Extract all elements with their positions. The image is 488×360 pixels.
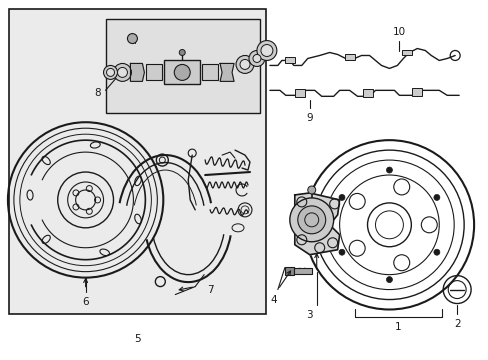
Text: 7: 7 <box>206 284 213 294</box>
Bar <box>202 64 218 80</box>
Circle shape <box>338 194 344 201</box>
Ellipse shape <box>236 55 253 73</box>
Polygon shape <box>294 193 339 255</box>
Ellipse shape <box>106 68 114 76</box>
Bar <box>9 9 265 315</box>
Polygon shape <box>220 63 234 81</box>
Circle shape <box>338 249 344 255</box>
Bar <box>411 88 422 96</box>
Bar <box>105 19 260 113</box>
Circle shape <box>386 276 392 283</box>
Ellipse shape <box>256 41 276 60</box>
Ellipse shape <box>113 63 131 81</box>
Circle shape <box>433 194 439 201</box>
Circle shape <box>297 206 325 234</box>
Bar <box>294 89 304 97</box>
Ellipse shape <box>240 59 249 69</box>
Circle shape <box>307 186 315 194</box>
Text: 4: 4 <box>270 294 277 305</box>
Circle shape <box>174 64 190 80</box>
Bar <box>164 60 200 84</box>
Text: 3: 3 <box>306 310 312 320</box>
Ellipse shape <box>103 66 117 80</box>
Bar <box>291 268 311 274</box>
Text: 9: 9 <box>306 113 312 123</box>
Circle shape <box>127 33 137 44</box>
Bar <box>285 58 294 63</box>
Circle shape <box>433 249 439 255</box>
Bar <box>285 267 293 275</box>
Text: 8: 8 <box>94 88 101 98</box>
Text: 2: 2 <box>453 319 460 329</box>
Bar <box>344 54 354 60</box>
Circle shape <box>179 50 185 55</box>
Ellipse shape <box>261 45 272 57</box>
Ellipse shape <box>248 50 264 67</box>
Ellipse shape <box>117 67 127 77</box>
Bar <box>362 89 372 97</box>
Bar <box>402 50 411 55</box>
Text: 10: 10 <box>392 27 405 37</box>
Polygon shape <box>130 63 144 81</box>
Bar <box>146 64 162 80</box>
Ellipse shape <box>252 54 261 62</box>
Circle shape <box>386 167 392 173</box>
Text: 5: 5 <box>134 334 141 345</box>
Text: 1: 1 <box>394 323 401 332</box>
Text: 6: 6 <box>82 297 89 306</box>
Circle shape <box>289 198 333 242</box>
